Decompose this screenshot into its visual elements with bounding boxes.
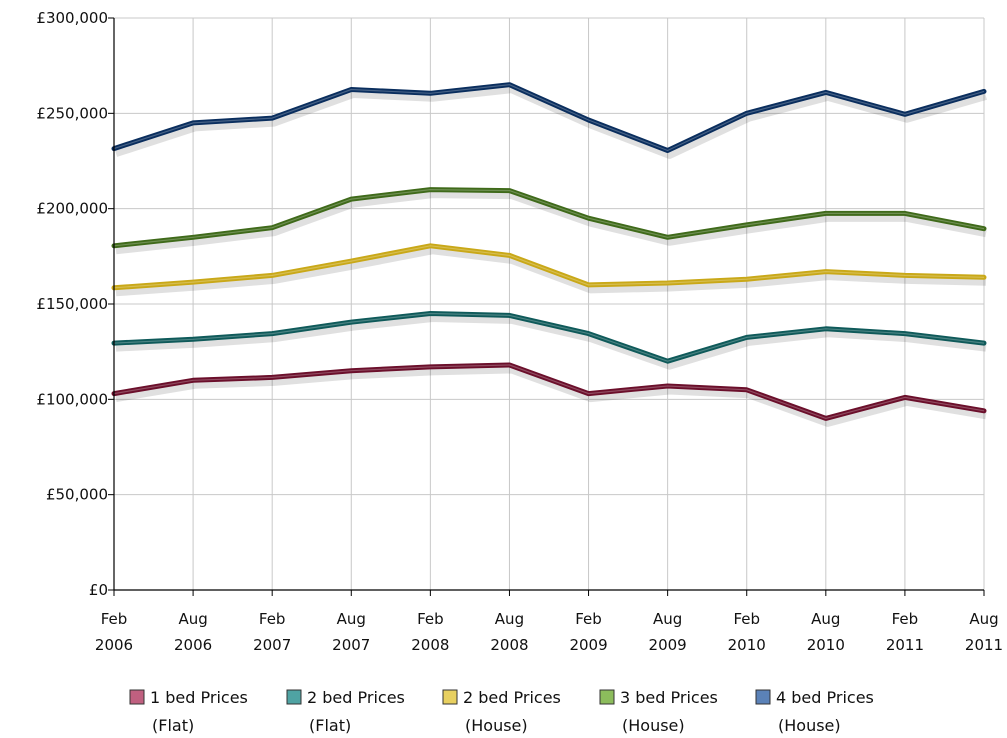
- x-tick-month: Feb: [892, 610, 919, 628]
- x-tick-month: Aug: [969, 610, 998, 628]
- y-tick-label: £100,000: [36, 390, 108, 408]
- y-axis-tick-labels: £0 £50,000 £100,000 £150,000 £200,000 £250,00…: [36, 9, 108, 599]
- series-line-highlight: [113, 312, 985, 362]
- x-tick-label: Aug 2010: [807, 610, 845, 654]
- legend-item: 4 bed Prices (House): [755, 688, 874, 735]
- series-shadows: [114, 86, 987, 427]
- x-tick-month: Aug: [653, 610, 682, 628]
- axes: [108, 17, 985, 596]
- x-tick-year: 2008: [490, 636, 528, 654]
- legend-swatch: [599, 689, 615, 705]
- x-tick-year: 2010: [728, 636, 766, 654]
- x-tick-month: Feb: [101, 610, 128, 628]
- series-shadow: [114, 86, 987, 159]
- series-line: [111, 82, 987, 153]
- legend-label-line2: (Flat): [309, 716, 351, 735]
- series-line: [111, 311, 987, 364]
- x-tick-label: Feb 2009: [569, 610, 607, 654]
- legend-swatch: [755, 689, 771, 705]
- x-tick-label: Aug 2007: [332, 610, 370, 654]
- series-line-highlight: [113, 189, 985, 247]
- y-tick-label: £0: [89, 581, 108, 599]
- legend-label-line2: (House): [465, 716, 528, 735]
- x-tick-month: Feb: [575, 610, 602, 628]
- x-tick-month: Aug: [811, 610, 840, 628]
- x-tick-year: 2008: [411, 636, 449, 654]
- legend-item: 3 bed Prices (House): [599, 688, 718, 735]
- x-tick-year: 2007: [332, 636, 370, 654]
- legend-label-line2: (Flat): [152, 716, 194, 735]
- x-tick-label: Aug 2009: [649, 610, 687, 654]
- series-shadow: [115, 315, 987, 370]
- x-tick-month: Feb: [733, 610, 760, 628]
- x-tick-month: Feb: [259, 610, 286, 628]
- series-line: [111, 362, 987, 421]
- x-tick-label: Feb 2008: [411, 610, 449, 654]
- x-tick-label: Feb 2006: [95, 610, 133, 654]
- x-tick-month: Aug: [337, 610, 366, 628]
- series-line-highlight: [113, 84, 985, 152]
- x-tick-year: 2011: [886, 636, 924, 654]
- legend-swatch: [286, 689, 302, 705]
- y-tick-label: £250,000: [36, 104, 108, 122]
- x-tick-label: Aug 2011: [965, 610, 1003, 654]
- series-shadow: [115, 247, 987, 297]
- x-tick-year: 2007: [253, 636, 291, 654]
- x-tick-label: Feb 2007: [253, 610, 291, 654]
- x-tick-month: Feb: [417, 610, 444, 628]
- x-tick-year: 2010: [807, 636, 845, 654]
- legend-item: 2 bed Prices (House): [442, 688, 561, 735]
- legend-label-line2: (House): [778, 716, 841, 735]
- legend-label-line1: 1 bed Prices: [150, 688, 248, 707]
- y-tick-label: £300,000: [36, 9, 108, 27]
- x-tick-label: Feb 2010: [728, 610, 766, 654]
- legend-label-line1: 4 bed Prices: [776, 688, 874, 707]
- x-tick-month: Aug: [495, 610, 524, 628]
- legend-swatch: [129, 689, 145, 705]
- x-tick-year: 2006: [95, 636, 133, 654]
- series-line-highlight: [113, 364, 985, 419]
- series-line-highlight: [113, 245, 985, 289]
- legend-label-line1: 2 bed Prices: [463, 688, 561, 707]
- grid-lines: [114, 17, 985, 590]
- series-line: [111, 243, 987, 291]
- y-tick-label: £50,000: [46, 486, 108, 504]
- x-tick-label: Aug 2008: [490, 610, 528, 654]
- legend-item: 2 bed Prices (Flat): [286, 688, 405, 735]
- x-tick-year: 2011: [965, 636, 1003, 654]
- x-tick-month: Aug: [178, 610, 207, 628]
- legend-swatch: [442, 689, 458, 705]
- legend-label-line1: 3 bed Prices: [620, 688, 718, 707]
- x-tick-year: 2006: [174, 636, 212, 654]
- x-tick-year: 2009: [649, 636, 687, 654]
- legend-item: 1 bed Prices (Flat): [129, 688, 248, 735]
- legend-label-line2: (House): [622, 716, 685, 735]
- series-lines: [111, 82, 987, 421]
- series-line: [111, 187, 987, 249]
- series-shadow: [115, 191, 987, 255]
- legend: 1 bed Prices(Flat)2 bed Prices(Flat)2 be…: [129, 688, 874, 735]
- series-shadow: [115, 366, 987, 427]
- x-axis-tick-labels: Feb 2006 Aug 2006 Feb 2007 Aug 2007 Feb 2008 Aug 20…: [95, 610, 1003, 654]
- x-tick-label: Feb 2011: [886, 610, 924, 654]
- x-tick-label: Aug 2006: [174, 610, 212, 654]
- y-tick-label: £200,000: [36, 200, 108, 218]
- x-tick-year: 2009: [569, 636, 607, 654]
- legend-label-line1: 2 bed Prices: [307, 688, 405, 707]
- y-tick-label: £150,000: [36, 295, 108, 313]
